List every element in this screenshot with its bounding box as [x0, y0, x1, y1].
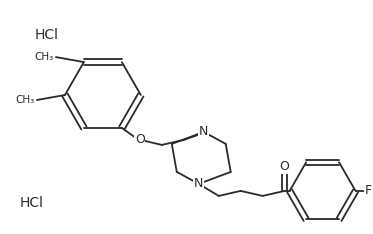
Text: N: N — [199, 125, 209, 138]
Text: O: O — [280, 161, 289, 173]
Text: CH₃: CH₃ — [35, 52, 54, 62]
Text: HCl: HCl — [35, 28, 59, 42]
Text: CH₃: CH₃ — [16, 95, 35, 105]
Text: F: F — [365, 184, 372, 197]
Text: O: O — [135, 133, 145, 146]
Text: N: N — [194, 177, 203, 190]
Text: HCl: HCl — [20, 196, 44, 210]
